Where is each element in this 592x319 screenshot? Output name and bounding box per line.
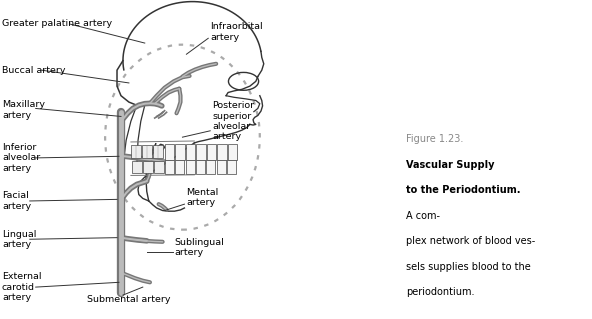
Bar bbox=[196, 160, 205, 174]
FancyBboxPatch shape bbox=[175, 144, 185, 160]
FancyBboxPatch shape bbox=[186, 144, 195, 160]
Text: to the Periodontium.: to the Periodontium. bbox=[407, 185, 521, 195]
Text: A com-: A com- bbox=[407, 211, 440, 220]
Bar bbox=[154, 161, 164, 173]
Bar bbox=[165, 160, 174, 174]
Text: Maxillary
artery: Maxillary artery bbox=[2, 100, 45, 120]
Text: External
carotid
artery: External carotid artery bbox=[2, 272, 41, 302]
Bar bbox=[227, 160, 236, 174]
Text: Submental artery: Submental artery bbox=[87, 295, 170, 304]
Bar bbox=[217, 160, 226, 174]
FancyBboxPatch shape bbox=[196, 144, 205, 160]
Bar bbox=[131, 145, 141, 158]
FancyBboxPatch shape bbox=[228, 144, 237, 160]
Text: sels supplies blood to the: sels supplies blood to the bbox=[407, 262, 531, 271]
Text: Inferior
alveolar
artery: Inferior alveolar artery bbox=[2, 143, 40, 173]
Text: Sublingual
artery: Sublingual artery bbox=[175, 238, 224, 257]
Text: Facial
artery: Facial artery bbox=[2, 191, 31, 211]
Text: Mental
artery: Mental artery bbox=[186, 188, 218, 207]
FancyBboxPatch shape bbox=[165, 144, 174, 160]
Bar bbox=[175, 160, 185, 174]
Text: Lingual
artery: Lingual artery bbox=[2, 230, 36, 249]
Text: Posterior
superior
alveolar
artery: Posterior superior alveolar artery bbox=[212, 101, 255, 141]
Text: Greater palatine artery: Greater palatine artery bbox=[2, 19, 112, 28]
Bar bbox=[186, 160, 195, 174]
Bar bbox=[143, 161, 153, 173]
Text: Infraorbital
artery: Infraorbital artery bbox=[210, 22, 263, 41]
Bar bbox=[133, 161, 143, 173]
Text: Vascular Supply: Vascular Supply bbox=[407, 160, 495, 169]
Bar bbox=[142, 145, 152, 158]
FancyBboxPatch shape bbox=[217, 144, 227, 160]
FancyBboxPatch shape bbox=[207, 144, 216, 160]
Text: Buccal artery: Buccal artery bbox=[2, 66, 66, 75]
Text: periodontium.: periodontium. bbox=[407, 287, 475, 297]
Bar bbox=[206, 160, 215, 174]
Text: plex network of blood ves-: plex network of blood ves- bbox=[407, 236, 536, 246]
Bar bbox=[153, 145, 163, 158]
Text: Figure 1.23.: Figure 1.23. bbox=[407, 134, 467, 144]
